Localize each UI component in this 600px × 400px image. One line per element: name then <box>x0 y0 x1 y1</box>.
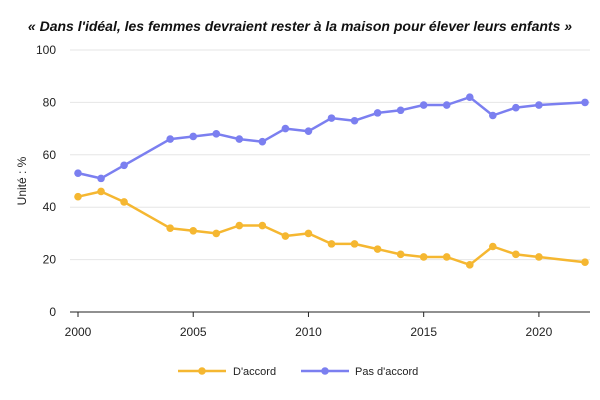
data-point <box>304 229 313 238</box>
data-point <box>512 103 520 112</box>
legend-item: Pas d'accord <box>301 366 418 378</box>
data-point <box>489 242 497 251</box>
data-point <box>258 137 267 146</box>
y-tick-label: 80 <box>43 95 57 109</box>
data-point <box>235 221 244 230</box>
data-point <box>212 229 221 238</box>
data-point <box>97 174 105 183</box>
data-point <box>304 127 313 136</box>
data-point <box>396 106 405 115</box>
x-tick-label: 2005 <box>180 325 207 339</box>
series-layer <box>74 93 589 269</box>
data-point <box>166 135 174 143</box>
data-point <box>489 111 497 120</box>
data-point <box>442 253 451 261</box>
y-axis-label: Unité : % <box>15 156 29 205</box>
data-point <box>97 187 105 196</box>
data-point <box>465 93 474 101</box>
data-point <box>235 135 244 143</box>
x-tick-label: 2015 <box>410 325 437 339</box>
data-point <box>581 258 589 267</box>
data-point <box>189 226 198 235</box>
data-point <box>373 245 382 253</box>
legend: D'accord Pas d'accord <box>178 366 418 378</box>
data-point <box>396 250 405 259</box>
series-pas-accord <box>74 93 589 183</box>
legend-label: Pas d'accord <box>355 366 418 378</box>
data-point <box>419 101 428 109</box>
y-tick-label: 100 <box>36 43 56 57</box>
y-tick-label: 20 <box>43 253 57 267</box>
data-point <box>258 221 267 230</box>
data-point <box>373 109 382 117</box>
legend-swatch-marker <box>321 367 329 375</box>
data-point <box>465 261 474 269</box>
series-line <box>77 95 586 180</box>
data-point <box>74 169 82 177</box>
data-point <box>189 132 198 141</box>
axes: 0 20 40 60 80 100 2000 2005 2010 2015 2020 <box>36 43 590 339</box>
data-point <box>281 232 290 240</box>
data-point <box>327 114 336 122</box>
y-tick-label: 0 <box>49 305 56 319</box>
data-point <box>327 240 336 248</box>
x-tick-label: 2000 <box>65 325 92 339</box>
y-tick-label: 40 <box>43 200 57 214</box>
data-point <box>120 198 128 206</box>
data-point <box>120 161 128 170</box>
data-point <box>74 192 82 201</box>
y-tick-label: 60 <box>43 148 57 162</box>
data-point <box>442 101 451 109</box>
data-point <box>281 124 290 133</box>
data-point <box>350 116 359 125</box>
data-point <box>581 98 589 107</box>
x-tick-label: 2010 <box>295 325 322 339</box>
legend-swatch-marker <box>198 367 206 375</box>
data-point <box>419 253 428 261</box>
chart-title: « Dans l'idéal, les femmes devraient res… <box>27 18 573 34</box>
series-line <box>77 190 586 267</box>
gridlines <box>70 49 590 261</box>
data-point <box>166 224 174 232</box>
data-point <box>512 250 520 259</box>
x-tick-label: 2020 <box>526 325 553 339</box>
data-point <box>535 101 543 109</box>
data-point <box>535 253 543 261</box>
data-point <box>350 240 359 248</box>
data-point <box>212 130 221 138</box>
legend-item: D'accord <box>178 366 276 378</box>
series-accord <box>74 187 589 269</box>
legend-label: D'accord <box>233 366 276 378</box>
